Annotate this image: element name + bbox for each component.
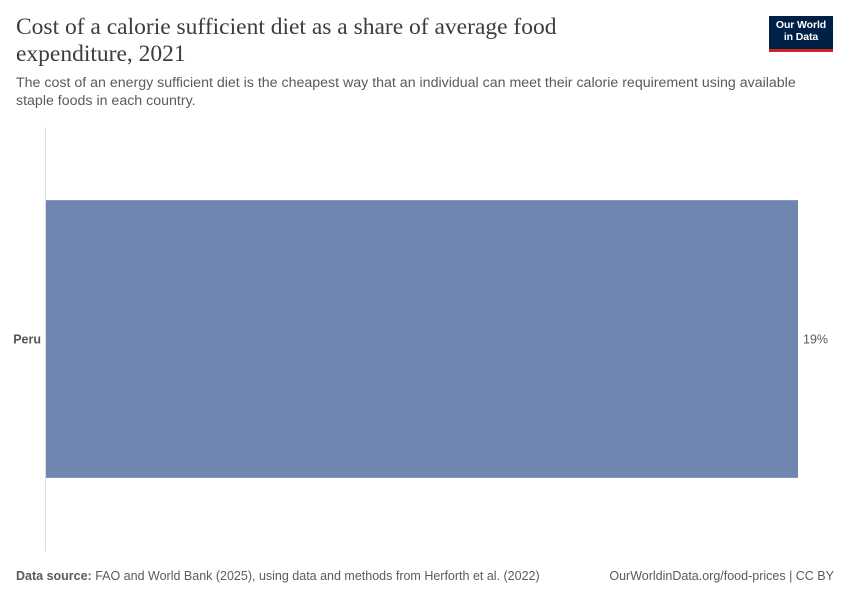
chart-title: Cost of a calorie sufficient diet as a s…: [16, 14, 557, 67]
bars-group: Peru 19%: [13, 200, 828, 478]
logo-line-2: in Data: [783, 30, 819, 43]
owid-logo[interactable]: Our World in Data: [769, 16, 833, 52]
data-source-text: FAO and World Bank (2025), using data an…: [91, 569, 540, 583]
category-label: Peru: [13, 333, 41, 347]
value-label: 19%: [803, 333, 828, 347]
source-url-link[interactable]: OurWorldinData.org/food-prices | CC BY: [609, 569, 834, 583]
data-source-label: Data source:: [16, 569, 92, 583]
data-source: Data source: FAO and World Bank (2025), …: [16, 569, 540, 583]
logo-line-1: Our World: [775, 19, 827, 31]
chart-subtitle: The cost of an energy sufficient diet is…: [16, 75, 796, 109]
bar-peru[interactable]: [46, 200, 798, 478]
